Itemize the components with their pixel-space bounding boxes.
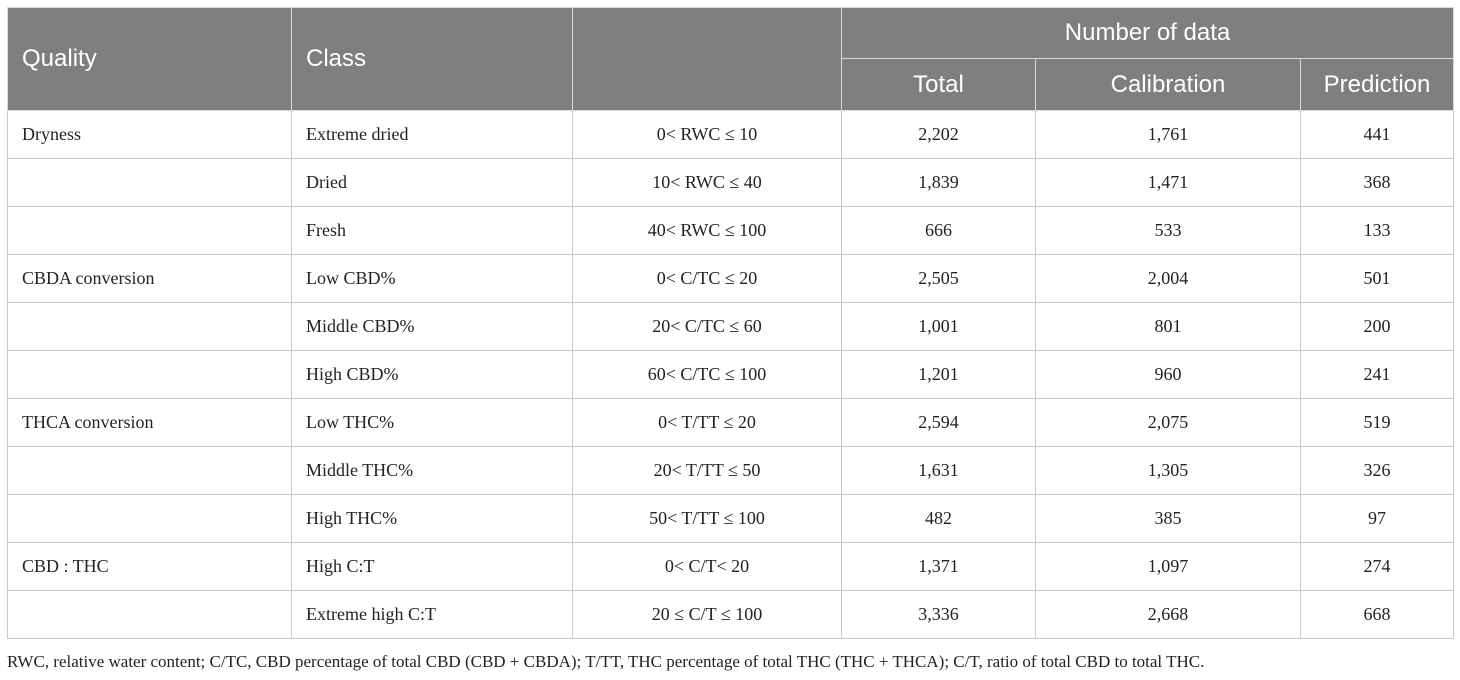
table-body: Dryness Extreme dried 0< RWC ≤ 10 2,202 …: [7, 110, 1455, 639]
cell-total: 2,594: [841, 398, 1036, 447]
cell-calibration: 2,668: [1035, 590, 1301, 639]
cell-class: Middle CBD%: [291, 302, 573, 351]
cell-quality: CBDA conversion: [7, 254, 292, 303]
table-row: Fresh 40< RWC ≤ 100 666 533 133: [7, 206, 1455, 255]
cell-range: 0< T/TT ≤ 20: [572, 398, 842, 447]
cell-quality: CBD : THC: [7, 542, 292, 591]
cell-range: 60< C/TC ≤ 100: [572, 350, 842, 399]
cell-class: High THC%: [291, 494, 573, 543]
cell-calibration: 2,004: [1035, 254, 1301, 303]
data-table-container: Quality Class Number of data Total Calib…: [7, 7, 1455, 639]
cell-prediction: 200: [1299, 302, 1455, 351]
cell-quality: [7, 158, 292, 207]
table-row: Middle THC% 20< T/TT ≤ 50 1,631 1,305 32…: [7, 446, 1455, 495]
cell-calibration: 1,471: [1035, 158, 1301, 207]
cell-calibration: 533: [1035, 206, 1301, 255]
table-row: CBDA conversion Low CBD% 0< C/TC ≤ 20 2,…: [7, 254, 1455, 303]
cell-total: 1,839: [841, 158, 1036, 207]
header-number-of-data: Number of data: [840, 7, 1455, 59]
header-prediction: Prediction: [1299, 58, 1455, 111]
cell-class: High CBD%: [291, 350, 573, 399]
cell-total: 3,336: [841, 590, 1036, 639]
cell-prediction: 519: [1299, 398, 1455, 447]
table-footnote: RWC, relative water content; C/TC, CBD p…: [7, 652, 1205, 671]
cell-calibration: 1,097: [1035, 542, 1301, 591]
cell-class: Fresh: [291, 206, 573, 255]
cell-prediction: 241: [1299, 350, 1455, 399]
table-row: High THC% 50< T/TT ≤ 100 482 385 97: [7, 494, 1455, 543]
cell-total: 2,505: [841, 254, 1036, 303]
cell-quality: [7, 302, 292, 351]
cell-range: 40< RWC ≤ 100: [572, 206, 842, 255]
cell-class: Extreme high C:T: [291, 590, 573, 639]
cell-total: 1,371: [841, 542, 1036, 591]
cell-quality: [7, 446, 292, 495]
cell-total: 666: [841, 206, 1036, 255]
cell-calibration: 801: [1035, 302, 1301, 351]
cell-quality: [7, 494, 292, 543]
cell-calibration: 1,305: [1035, 446, 1301, 495]
cell-calibration: 2,075: [1035, 398, 1301, 447]
table-row: Dryness Extreme dried 0< RWC ≤ 10 2,202 …: [7, 110, 1455, 159]
header-class: Class: [291, 7, 573, 111]
cell-quality: Dryness: [7, 110, 292, 159]
cell-prediction: 668: [1299, 590, 1455, 639]
cell-class: High C:T: [291, 542, 573, 591]
cell-prediction: 97: [1299, 494, 1455, 543]
cell-range: 20 ≤ C/T ≤ 100: [572, 590, 842, 639]
table-row: CBD : THC High C:T 0< C/T< 20 1,371 1,09…: [7, 542, 1455, 591]
cell-calibration: 960: [1035, 350, 1301, 399]
cell-class: Low CBD%: [291, 254, 573, 303]
cell-quality: [7, 206, 292, 255]
header-quality: Quality: [7, 7, 292, 111]
cell-class: Extreme dried: [291, 110, 573, 159]
header-total: Total: [841, 58, 1036, 111]
cell-prediction: 368: [1299, 158, 1455, 207]
cell-range: 50< T/TT ≤ 100: [572, 494, 842, 543]
cell-quality: [7, 350, 292, 399]
header-calibration: Calibration: [1035, 58, 1301, 111]
cell-quality: THCA conversion: [7, 398, 292, 447]
cell-prediction: 441: [1299, 110, 1455, 159]
cell-total: 2,202: [841, 110, 1036, 159]
cell-total: 1,631: [841, 446, 1036, 495]
cell-range: 20< T/TT ≤ 50: [572, 446, 842, 495]
cell-prediction: 133: [1299, 206, 1455, 255]
cell-calibration: 385: [1035, 494, 1301, 543]
cell-total: 482: [841, 494, 1036, 543]
cell-range: 0< RWC ≤ 10: [572, 110, 842, 159]
table-row: Extreme high C:T 20 ≤ C/T ≤ 100 3,336 2,…: [7, 590, 1455, 639]
table-row: THCA conversion Low THC% 0< T/TT ≤ 20 2,…: [7, 398, 1455, 447]
cell-class: Dried: [291, 158, 573, 207]
cell-range: 0< C/TC ≤ 20: [572, 254, 842, 303]
cell-range: 0< C/T< 20: [572, 542, 842, 591]
cell-prediction: 274: [1299, 542, 1455, 591]
table-row: Middle CBD% 20< C/TC ≤ 60 1,001 801 200: [7, 302, 1455, 351]
cell-quality: [7, 590, 292, 639]
cell-total: 1,001: [841, 302, 1036, 351]
data-table: Quality Class Number of data Total Calib…: [7, 7, 1455, 639]
table-header: Quality Class Number of data Total Calib…: [7, 7, 1455, 111]
cell-prediction: 501: [1299, 254, 1455, 303]
cell-range: 10< RWC ≤ 40: [572, 158, 842, 207]
cell-prediction: 326: [1299, 446, 1455, 495]
cell-class: Low THC%: [291, 398, 573, 447]
table-row: High CBD% 60< C/TC ≤ 100 1,201 960 241: [7, 350, 1455, 399]
table-row: Dried 10< RWC ≤ 40 1,839 1,471 368: [7, 158, 1455, 207]
cell-total: 1,201: [841, 350, 1036, 399]
header-range: [572, 7, 842, 111]
cell-calibration: 1,761: [1035, 110, 1301, 159]
cell-class: Middle THC%: [291, 446, 573, 495]
cell-range: 20< C/TC ≤ 60: [572, 302, 842, 351]
